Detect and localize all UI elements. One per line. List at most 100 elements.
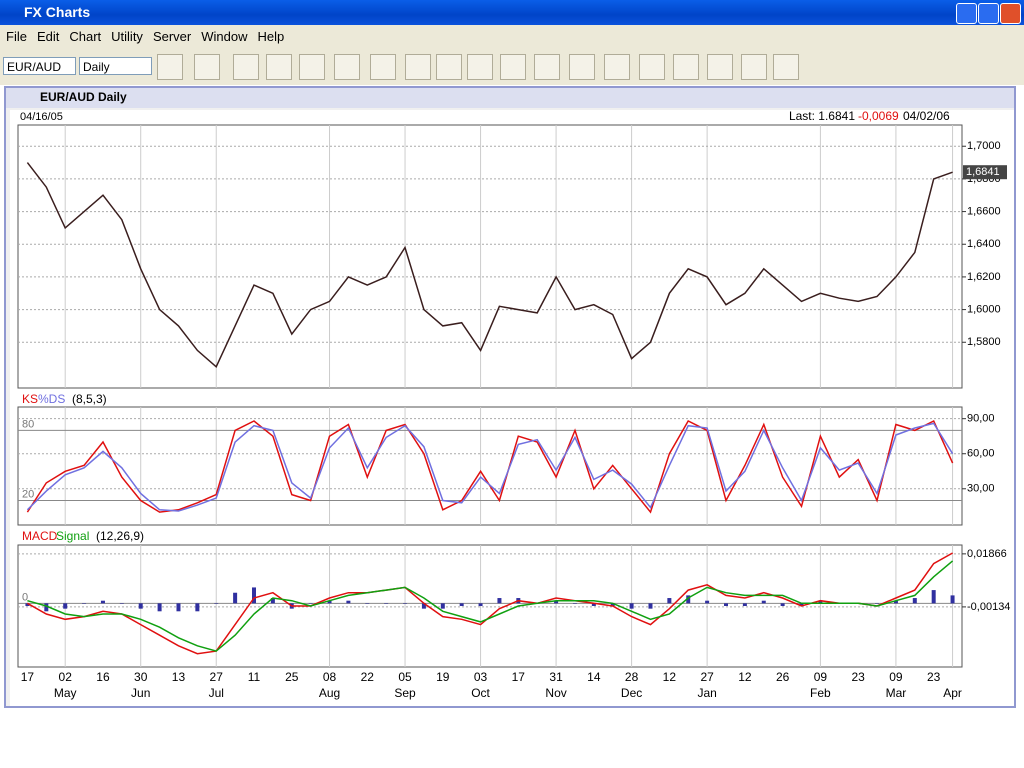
menu-item[interactable]: File	[6, 29, 27, 44]
x-tick-label: 14	[587, 670, 601, 684]
tool-button[interactable]	[604, 54, 630, 80]
histogram-bar	[950, 595, 955, 604]
menu-item[interactable]: Utility	[111, 29, 143, 44]
histogram-bar	[761, 600, 766, 604]
tool-button[interactable]	[467, 54, 493, 80]
chart-window-header	[6, 88, 1014, 108]
menu-item[interactable]: Chart	[69, 29, 102, 44]
x-tick-label: 11	[248, 670, 261, 684]
histogram-bar	[233, 592, 238, 604]
y-tick-label: 60,00	[967, 448, 995, 460]
tool-button[interactable]	[500, 54, 526, 80]
series-line	[27, 560, 954, 652]
histogram-bar	[818, 600, 823, 604]
menu-item[interactable]: Window	[201, 29, 248, 44]
histogram-bar	[252, 587, 256, 604]
menu-item[interactable]: Edit	[36, 29, 60, 44]
tool-button[interactable]	[334, 54, 360, 80]
tool-button[interactable]	[157, 54, 183, 80]
x-tick-label: 22	[361, 670, 375, 684]
histogram-bar	[780, 603, 785, 606]
minimize-button[interactable]	[956, 3, 977, 24]
tool-button[interactable]	[370, 54, 396, 80]
x-month-label: Apr	[943, 686, 962, 700]
tool-button[interactable]	[436, 54, 462, 80]
histogram-bar	[742, 603, 747, 606]
histogram-bar	[724, 603, 728, 606]
tool-button[interactable]	[194, 54, 220, 80]
histogram-bar	[554, 600, 559, 604]
tool-button[interactable]	[534, 54, 560, 80]
tool-button[interactable]	[773, 54, 799, 80]
x-tick-label: 23	[851, 670, 865, 684]
x-tick-label: 28	[625, 670, 639, 684]
x-tick-label: 03	[474, 670, 488, 684]
tool-button[interactable]	[233, 54, 259, 80]
series-line	[26, 422, 954, 512]
y-tick-label: 1,6200	[967, 271, 1001, 283]
y-tick-label: 1,7000	[967, 140, 1001, 152]
histogram-bar	[440, 603, 445, 609]
tool-button[interactable]	[405, 54, 431, 80]
histogram-bar	[346, 600, 351, 604]
x-tick-label: 31	[549, 670, 563, 684]
level-label: 80	[22, 418, 34, 430]
legend-entry: KS	[22, 392, 38, 406]
price-line	[26, 162, 953, 369]
x-month-label: Jan	[697, 686, 716, 700]
tool-button[interactable]	[741, 54, 767, 80]
period-select[interactable]: Daily	[79, 57, 152, 75]
close-button[interactable]	[1000, 3, 1021, 24]
histogram-bar	[119, 603, 124, 604]
tool-button[interactable]	[639, 54, 665, 80]
y-tick-label: 1,6400	[967, 238, 1001, 250]
y-tick-label: 1,6000	[967, 303, 1001, 315]
histogram-bar	[100, 600, 105, 604]
x-tick-label: 08	[323, 670, 337, 684]
level-label: 20	[22, 488, 34, 500]
x-tick-label: 30	[134, 670, 148, 684]
x-month-label: May	[54, 686, 77, 700]
x-month-label: Feb	[810, 686, 831, 700]
title-bar: FX Charts	[0, 0, 1024, 25]
tool-button[interactable]	[266, 54, 292, 80]
plot-area	[17, 544, 963, 668]
maximize-button[interactable]	[978, 3, 999, 24]
tool-button[interactable]	[569, 54, 595, 80]
x-tick-label: 17	[512, 670, 526, 684]
last-price-label: 1,6841	[966, 166, 1000, 178]
x-month-label: Mar	[886, 686, 907, 700]
histogram-bar	[931, 590, 936, 604]
histogram-bar	[25, 603, 30, 606]
legend-entry: MACD	[22, 529, 58, 543]
histogram-bar	[157, 603, 162, 612]
x-tick-label: 27	[700, 670, 714, 684]
histogram-bar	[799, 603, 804, 606]
histogram-bar	[176, 603, 181, 612]
chart-window-title: EUR/AUD Daily	[40, 90, 127, 104]
series-line	[27, 552, 953, 655]
histogram-bar	[610, 603, 615, 606]
tool-button[interactable]	[707, 54, 733, 80]
x-month-label: Dec	[621, 686, 642, 700]
x-tick-label: 13	[172, 670, 186, 684]
x-tick-label: 27	[210, 670, 224, 684]
histogram-bar	[308, 603, 313, 604]
histogram-bar	[270, 598, 275, 604]
histogram-bar	[63, 603, 68, 609]
histogram-bar	[82, 603, 87, 604]
tool-button[interactable]	[673, 54, 699, 80]
menu-item[interactable]: Server	[152, 29, 192, 44]
change: -0,0069	[858, 109, 899, 123]
x-tick-label: 26	[776, 670, 790, 684]
plot-area	[17, 124, 963, 389]
symbol-select[interactable]: EUR/AUD	[3, 57, 76, 75]
tool-button[interactable]	[299, 54, 325, 80]
x-tick-label: 16	[96, 670, 110, 684]
menu-item[interactable]: Help	[257, 29, 285, 44]
y-tick-label: 0,01866	[967, 548, 1007, 560]
end-date: 04/02/06	[903, 109, 950, 123]
level-label: 0	[22, 591, 28, 603]
x-tick-label: 25	[285, 670, 299, 684]
